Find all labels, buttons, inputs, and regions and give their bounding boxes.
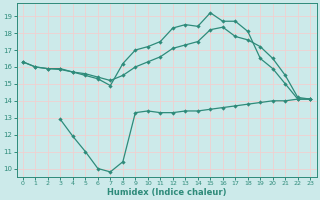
X-axis label: Humidex (Indice chaleur): Humidex (Indice chaleur) [107, 188, 226, 197]
